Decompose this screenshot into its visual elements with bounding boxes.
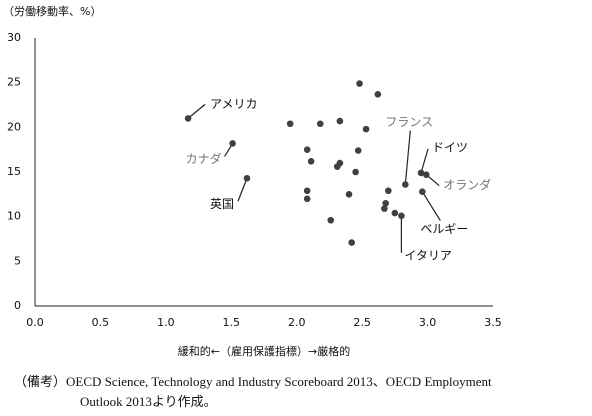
- point: [354, 147, 362, 154]
- leader-line: [404, 130, 411, 185]
- point: [336, 159, 344, 167]
- point: [417, 169, 425, 177]
- note: （備考）OECD Science, Technology and Industr…: [14, 374, 492, 389]
- point: [307, 157, 315, 165]
- point: [243, 174, 251, 182]
- x-tick-label: 2.0: [288, 316, 306, 329]
- y-tick-label: 30: [7, 31, 21, 44]
- leader-line: [237, 178, 248, 202]
- y-axis-label: （労働移動率、%）: [3, 4, 101, 18]
- point: [336, 117, 344, 125]
- leader-line: [421, 191, 441, 221]
- point: [345, 191, 353, 198]
- point-label: カナダ: [186, 151, 222, 166]
- note: Outlook 2013より作成。: [80, 394, 217, 409]
- x-tick-label: 1.0: [157, 316, 175, 329]
- point: [381, 205, 388, 212]
- point: [316, 120, 324, 128]
- point: [398, 212, 405, 220]
- point: [184, 115, 192, 122]
- point: [303, 195, 311, 203]
- point: [303, 146, 311, 153]
- point-label: ベルギー: [420, 222, 468, 236]
- x-tick-label: 3.5: [484, 316, 502, 329]
- point-label: ドイツ: [432, 140, 468, 154]
- point-label: アメリカ: [210, 97, 257, 111]
- y-tick-label: 5: [14, 254, 21, 267]
- point: [362, 125, 370, 133]
- y-tick-label: 15: [7, 165, 21, 178]
- point: [356, 80, 363, 87]
- x-tick-label: 0.5: [92, 316, 110, 329]
- y-tick-label: 20: [7, 120, 21, 133]
- leader-line: [187, 103, 206, 119]
- point-label: オランダ: [443, 177, 491, 192]
- x-tick-label: 2.5: [353, 316, 371, 329]
- x-axis-label: 緩和的←（雇用保護指標）→厳格的: [178, 344, 350, 358]
- point: [348, 239, 355, 246]
- leader-line: [420, 148, 429, 174]
- point-label: フランス: [385, 115, 433, 129]
- point: [303, 187, 311, 195]
- point: [402, 181, 409, 188]
- point: [419, 188, 426, 195]
- point: [327, 216, 335, 224]
- y-tick-label: 0: [14, 299, 21, 312]
- y-tick-label: 10: [7, 210, 21, 223]
- point-label: イタリア: [404, 248, 452, 262]
- point: [352, 168, 359, 176]
- point: [422, 171, 430, 178]
- x-tick-label: 3.0: [419, 316, 437, 329]
- point-label: 英国: [210, 197, 234, 211]
- x-tick-label: 0.0: [26, 316, 44, 329]
- point: [229, 140, 236, 147]
- x-tick-label: 1.5: [223, 316, 241, 329]
- point: [374, 90, 382, 98]
- point: [286, 120, 294, 128]
- point: [385, 187, 392, 195]
- y-tick-label: 25: [7, 76, 21, 89]
- point: [382, 199, 389, 207]
- point: [391, 209, 399, 217]
